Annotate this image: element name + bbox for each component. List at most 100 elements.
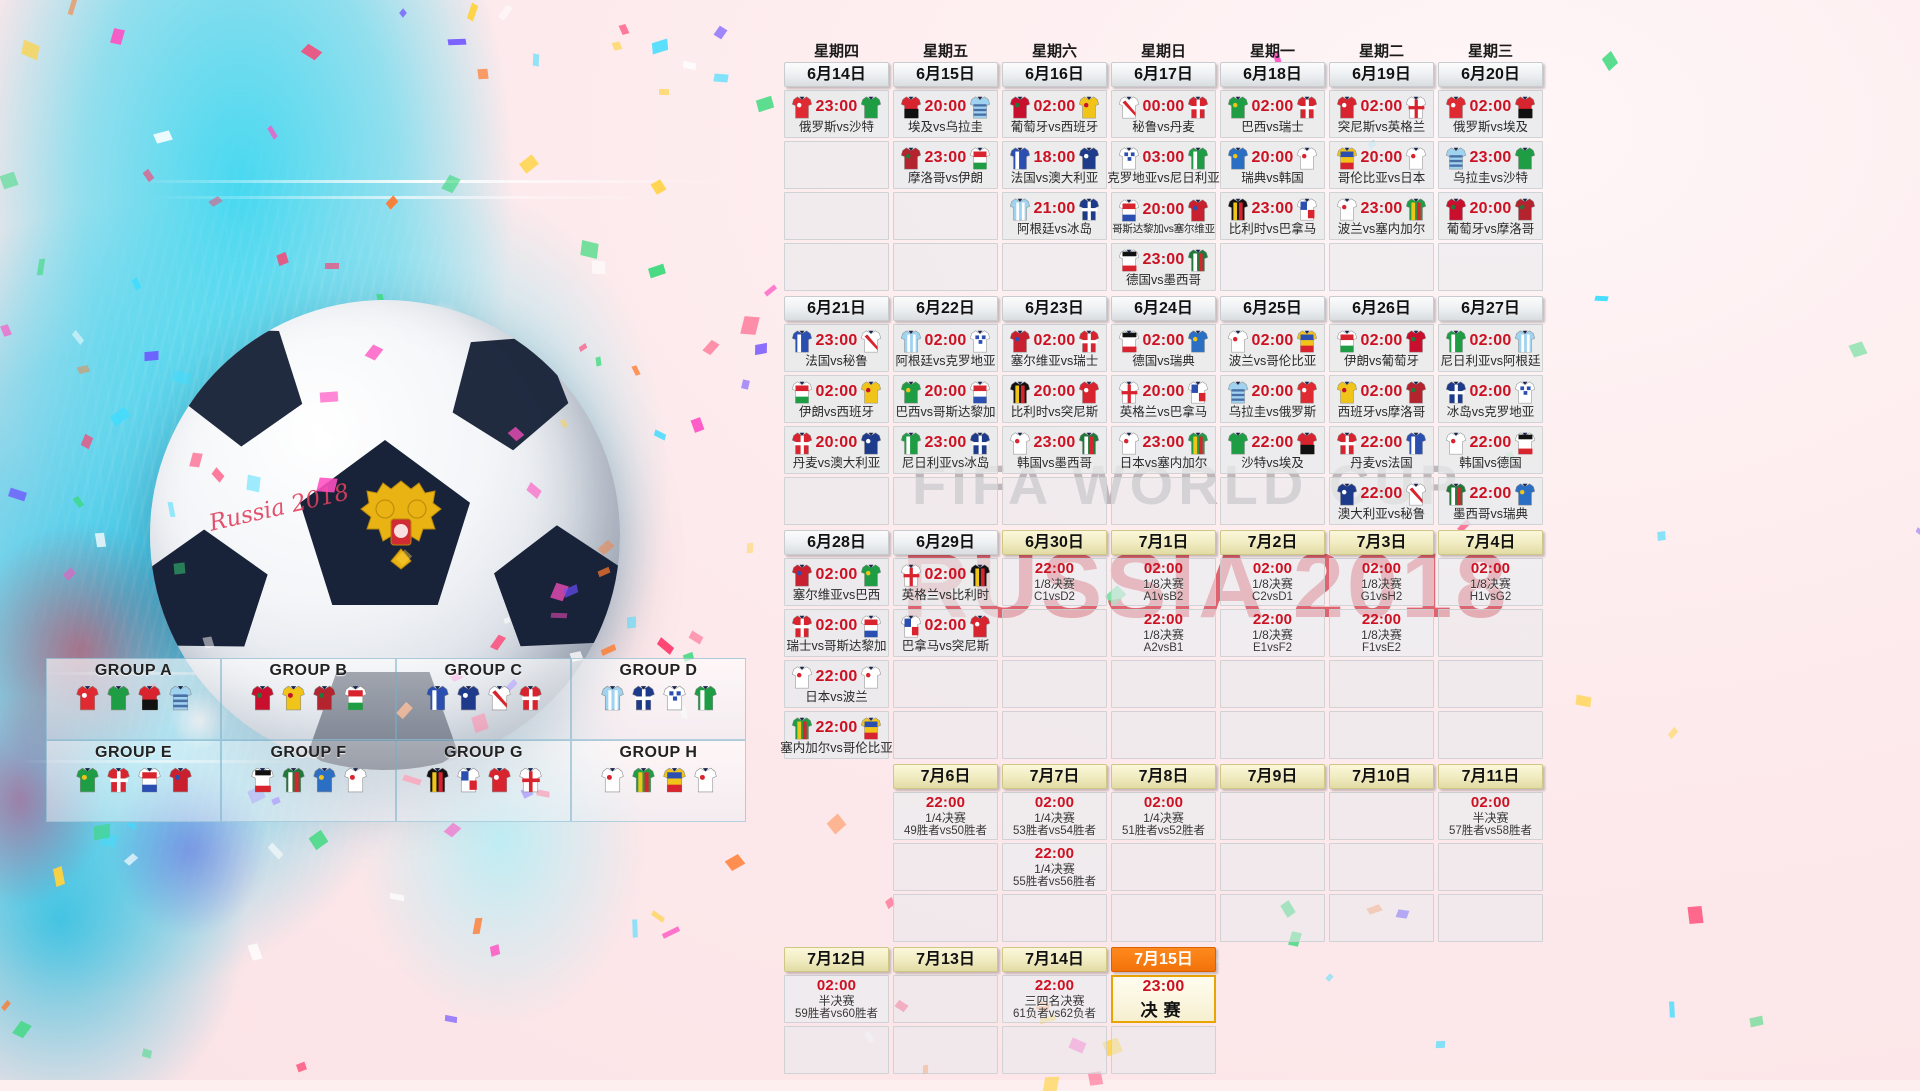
- date-header[interactable]: 6月24日: [1111, 296, 1216, 321]
- knockout-match-cell[interactable]: 02:00 1/8决赛 G1vsH2: [1329, 558, 1434, 606]
- date-header[interactable]: 6月21日: [784, 296, 889, 321]
- date-header[interactable]: 6月27日: [1438, 296, 1543, 321]
- group-match-cell[interactable]: 22:00 澳大利亚vs秘鲁: [1329, 477, 1434, 525]
- group-match-cell[interactable]: 22:00 墨西哥vs瑞典: [1438, 477, 1543, 525]
- group-match-cell[interactable]: 23:00 日本vs塞内加尔: [1111, 426, 1216, 474]
- date-header[interactable]: 7月13日: [893, 947, 998, 972]
- date-header[interactable]: 6月14日: [784, 62, 889, 87]
- date-header[interactable]: 7月8日: [1111, 764, 1216, 789]
- group-match-cell[interactable]: 23:00 尼日利亚vs冰岛: [893, 426, 998, 474]
- group-match-cell[interactable]: 02:00 德国vs瑞典: [1111, 324, 1216, 372]
- group-match-cell[interactable]: 02:00 西班牙vs摩洛哥: [1329, 375, 1434, 423]
- knockout-match-cell[interactable]: 02:00 半决赛 57胜者vs58胜者: [1438, 792, 1543, 840]
- knockout-match-cell[interactable]: 22:00 1/8决赛 C1vsD2: [1002, 558, 1107, 606]
- group-match-cell[interactable]: 20:00 丹麦vs澳大利亚: [784, 426, 889, 474]
- final-match-cell[interactable]: 23:00 决赛: [1111, 975, 1216, 1023]
- group-box-group-e[interactable]: GROUP E: [46, 740, 221, 822]
- group-match-cell[interactable]: 21:00 阿根廷vs冰岛: [1002, 192, 1107, 240]
- group-match-cell[interactable]: 23:00 比利时vs巴拿马: [1220, 192, 1325, 240]
- date-header[interactable]: 7月7日: [1002, 764, 1107, 789]
- knockout-match-cell[interactable]: 22:00 1/8决赛 A2vsB1: [1111, 609, 1216, 657]
- group-match-cell[interactable]: 02:00 波兰vs哥伦比亚: [1220, 324, 1325, 372]
- knockout-match-cell[interactable]: 02:00 半决赛 59胜者vs60胜者: [784, 975, 889, 1023]
- knockout-match-cell[interactable]: 02:00 1/4决赛 51胜者vs52胜者: [1111, 792, 1216, 840]
- date-header[interactable]: 6月30日: [1002, 530, 1107, 555]
- group-match-cell[interactable]: 02:00 俄罗斯vs埃及: [1438, 90, 1543, 138]
- date-header[interactable]: 7月2日: [1220, 530, 1325, 555]
- date-header[interactable]: 6月23日: [1002, 296, 1107, 321]
- date-header[interactable]: 7月10日: [1329, 764, 1434, 789]
- group-match-cell[interactable]: 20:00 哥伦比亚vs日本: [1329, 141, 1434, 189]
- group-box-group-c[interactable]: GROUP C: [396, 658, 571, 740]
- date-header[interactable]: 6月29日: [893, 530, 998, 555]
- date-header[interactable]: 7月1日: [1111, 530, 1216, 555]
- group-match-cell[interactable]: 20:00 葡萄牙vs摩洛哥: [1438, 192, 1543, 240]
- group-match-cell[interactable]: 02:00 阿根廷vs克罗地亚: [893, 324, 998, 372]
- date-header[interactable]: 6月18日: [1220, 62, 1325, 87]
- group-match-cell[interactable]: 20:00 比利时vs突尼斯: [1002, 375, 1107, 423]
- group-match-cell[interactable]: 20:00 巴西vs哥斯达黎加: [893, 375, 998, 423]
- knockout-match-cell[interactable]: 22:00 1/4决赛 55胜者vs56胜者: [1002, 843, 1107, 891]
- group-match-cell[interactable]: 20:00 埃及vs乌拉圭: [893, 90, 998, 138]
- group-match-cell[interactable]: 23:00 韩国vs墨西哥: [1002, 426, 1107, 474]
- group-match-cell[interactable]: 22:00 沙特vs埃及: [1220, 426, 1325, 474]
- group-match-cell[interactable]: 20:00 乌拉圭vs俄罗斯: [1220, 375, 1325, 423]
- knockout-match-cell[interactable]: 22:00 1/8决赛 E1vsF2: [1220, 609, 1325, 657]
- date-header[interactable]: 6月17日: [1111, 62, 1216, 87]
- knockout-match-cell[interactable]: 22:00 1/8决赛 F1vsE2: [1329, 609, 1434, 657]
- group-match-cell[interactable]: 23:00 乌拉圭vs沙特: [1438, 141, 1543, 189]
- group-match-cell[interactable]: 02:00 突尼斯vs英格兰: [1329, 90, 1434, 138]
- group-match-cell[interactable]: 23:00 摩洛哥vs伊朗: [893, 141, 998, 189]
- group-match-cell[interactable]: 20:00 瑞典vs韩国: [1220, 141, 1325, 189]
- date-header[interactable]: 6月19日: [1329, 62, 1434, 87]
- group-match-cell[interactable]: 02:00 伊朗vs西班牙: [784, 375, 889, 423]
- date-header[interactable]: 6月25日: [1220, 296, 1325, 321]
- group-match-cell[interactable]: 03:00 克罗地亚vs尼日利亚: [1107, 141, 1220, 189]
- group-box-group-b[interactable]: GROUP B: [221, 658, 396, 740]
- group-match-cell[interactable]: 18:00 法国vs澳大利亚: [1002, 141, 1107, 189]
- group-box-group-f[interactable]: GROUP F: [221, 740, 396, 822]
- knockout-match-cell[interactable]: 02:00 1/4决赛 53胜者vs54胜者: [1002, 792, 1107, 840]
- group-match-cell[interactable]: 22:00 丹麦vs法国: [1329, 426, 1434, 474]
- date-header[interactable]: 6月26日: [1329, 296, 1434, 321]
- date-header[interactable]: 7月15日: [1111, 947, 1216, 972]
- group-match-cell[interactable]: 22:00 日本vs波兰: [784, 660, 889, 708]
- group-match-cell[interactable]: 02:00 冰岛vs克罗地亚: [1438, 375, 1543, 423]
- date-header[interactable]: 7月14日: [1002, 947, 1107, 972]
- knockout-match-cell[interactable]: 22:00 三四名决赛 61负者vs62负者: [1002, 975, 1107, 1023]
- date-header[interactable]: 6月16日: [1002, 62, 1107, 87]
- group-match-cell[interactable]: 02:00 塞尔维亚vs瑞士: [1002, 324, 1107, 372]
- date-header[interactable]: 7月6日: [893, 764, 998, 789]
- date-header[interactable]: 7月11日: [1438, 764, 1543, 789]
- group-match-cell[interactable]: 00:00 秘鲁vs丹麦: [1111, 90, 1216, 138]
- group-match-cell[interactable]: 02:00 葡萄牙vs西班牙: [1002, 90, 1107, 138]
- date-header[interactable]: 7月4日: [1438, 530, 1543, 555]
- date-header[interactable]: 7月12日: [784, 947, 889, 972]
- date-header[interactable]: 6月20日: [1438, 62, 1543, 87]
- group-match-cell[interactable]: 23:00 法国vs秘鲁: [784, 324, 889, 372]
- group-match-cell[interactable]: 02:00 英格兰vs比利时: [893, 558, 998, 606]
- group-match-cell[interactable]: 02:00 巴拿马vs突尼斯: [893, 609, 998, 657]
- group-box-group-a[interactable]: GROUP A: [46, 658, 221, 740]
- group-match-cell[interactable]: 02:00 伊朗vs葡萄牙: [1329, 324, 1434, 372]
- group-match-cell[interactable]: 20:00 哥斯达黎加vs塞尔维亚: [1111, 192, 1216, 240]
- knockout-match-cell[interactable]: 22:00 1/4决赛 49胜者vs50胜者: [893, 792, 998, 840]
- group-box-group-d[interactable]: GROUP D: [571, 658, 746, 740]
- group-match-cell[interactable]: 02:00 尼日利亚vs阿根廷: [1438, 324, 1543, 372]
- group-match-cell[interactable]: 23:00 俄罗斯vs沙特: [784, 90, 889, 138]
- group-match-cell[interactable]: 20:00 英格兰vs巴拿马: [1111, 375, 1216, 423]
- group-box-group-h[interactable]: GROUP H: [571, 740, 746, 822]
- group-match-cell[interactable]: 22:00 塞内加尔vs哥伦比亚: [780, 711, 893, 759]
- group-match-cell[interactable]: 23:00 德国vs墨西哥: [1111, 243, 1216, 291]
- group-match-cell[interactable]: 02:00 塞尔维亚vs巴西: [784, 558, 889, 606]
- group-match-cell[interactable]: 02:00 巴西vs瑞士: [1220, 90, 1325, 138]
- date-header[interactable]: 7月9日: [1220, 764, 1325, 789]
- date-header[interactable]: 6月22日: [893, 296, 998, 321]
- group-match-cell[interactable]: 23:00 波兰vs塞内加尔: [1329, 192, 1434, 240]
- group-match-cell[interactable]: 02:00 瑞士vs哥斯达黎加: [784, 609, 889, 657]
- knockout-match-cell[interactable]: 02:00 1/8决赛 H1vsG2: [1438, 558, 1543, 606]
- date-header[interactable]: 7月3日: [1329, 530, 1434, 555]
- knockout-match-cell[interactable]: 02:00 1/8决赛 C2vsD1: [1220, 558, 1325, 606]
- group-match-cell[interactable]: 22:00 韩国vs德国: [1438, 426, 1543, 474]
- date-header[interactable]: 6月15日: [893, 62, 998, 87]
